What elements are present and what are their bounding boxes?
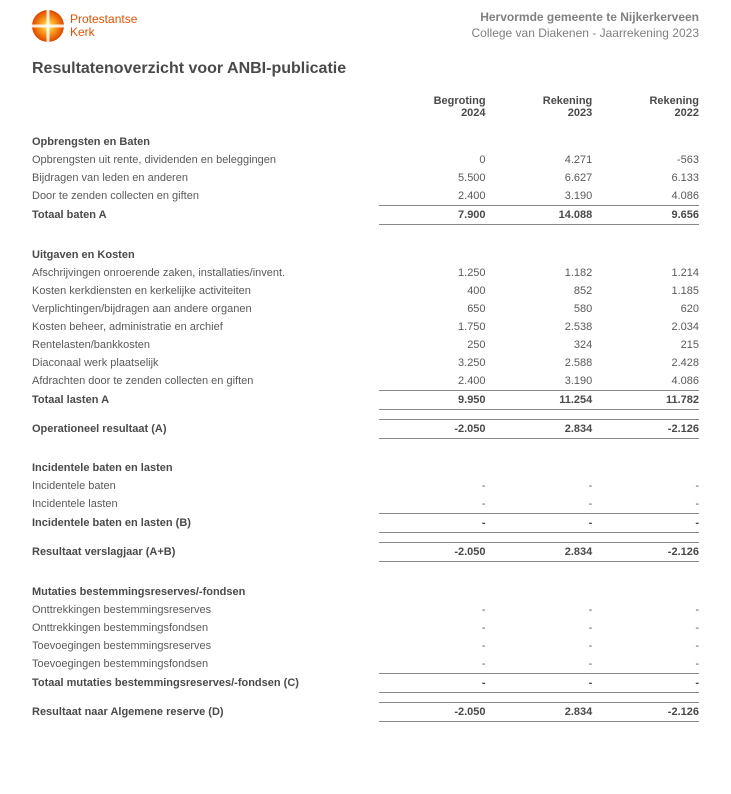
- col2-head: Rekening2023: [486, 92, 593, 122]
- org-subtitle: College van Diakenen - Jaarrekening 2023: [472, 26, 699, 42]
- total-row: Totaal baten A7.90014.0889.656: [32, 206, 699, 225]
- table-row: Afschrijvingen onroerende zaken, install…: [32, 264, 699, 282]
- section-head: Mutaties bestemmingsreserves/-fondsen: [32, 572, 699, 601]
- table-row: Afdrachten door te zenden collecten en g…: [32, 372, 699, 391]
- result-row: Operationeel resultaat (A)-2.0502.834-2.…: [32, 419, 699, 438]
- col3-head: Rekening2022: [592, 92, 699, 122]
- logo-text: Protestantse Kerk: [70, 13, 137, 38]
- total-row: Totaal mutaties bestemmingsreserves/-fon…: [32, 673, 699, 692]
- table-row: Incidentele baten---: [32, 477, 699, 495]
- logo-line2: Kerk: [70, 26, 137, 39]
- section-head: Opbrengsten en Baten: [32, 122, 699, 151]
- section-head: Incidentele baten en lasten: [32, 448, 699, 477]
- table-row: Incidentele lasten---: [32, 495, 699, 514]
- logo: Protestantse Kerk: [32, 10, 137, 42]
- table-row: Toevoegingen bestemmingsreserves---: [32, 637, 699, 655]
- table-row: Onttrekkingen bestemmingsreserves---: [32, 601, 699, 619]
- table-row: Door te zenden collecten en giften2.4003…: [32, 187, 699, 206]
- document-header: Protestantse Kerk Hervormde gemeente te …: [32, 10, 699, 42]
- table-row: Rentelasten/bankkosten250324215: [32, 336, 699, 354]
- col1-head: Begroting2024: [379, 92, 486, 122]
- total-row: Totaal lasten A9.95011.25411.782: [32, 390, 699, 409]
- table-row: Opbrengsten uit rente, dividenden en bel…: [32, 151, 699, 169]
- page-title: Resultatenoverzicht voor ANBI-publicatie: [32, 60, 699, 78]
- result-row: Resultaat naar Algemene reserve (D)-2.05…: [32, 702, 699, 721]
- table-row: Kosten beheer, administratie en archief1…: [32, 318, 699, 336]
- org-title: Hervormde gemeente te Nijkerkerveen: [472, 10, 699, 26]
- table-row: Bijdragen van leden en anderen5.5006.627…: [32, 169, 699, 187]
- column-header-row: Begroting2024 Rekening2023 Rekening2022: [32, 92, 699, 122]
- total-row: Incidentele baten en lasten (B)---: [32, 514, 699, 533]
- table-row: Diaconaal werk plaatselijk3.2502.5882.42…: [32, 354, 699, 372]
- section-head: Uitgaven en Kosten: [32, 235, 699, 264]
- table-row: Kosten kerkdiensten en kerkelijke activi…: [32, 282, 699, 300]
- result-row: Resultaat verslagjaar (A+B)-2.0502.834-2…: [32, 543, 699, 562]
- table-row: Toevoegingen bestemmingsfondsen---: [32, 655, 699, 674]
- org-block: Hervormde gemeente te Nijkerkerveen Coll…: [472, 10, 699, 41]
- table-row: Onttrekkingen bestemmingsfondsen---: [32, 619, 699, 637]
- results-table: Begroting2024 Rekening2023 Rekening2022 …: [32, 92, 699, 722]
- logo-icon: [32, 10, 64, 42]
- table-row: Verplichtingen/bijdragen aan andere orga…: [32, 300, 699, 318]
